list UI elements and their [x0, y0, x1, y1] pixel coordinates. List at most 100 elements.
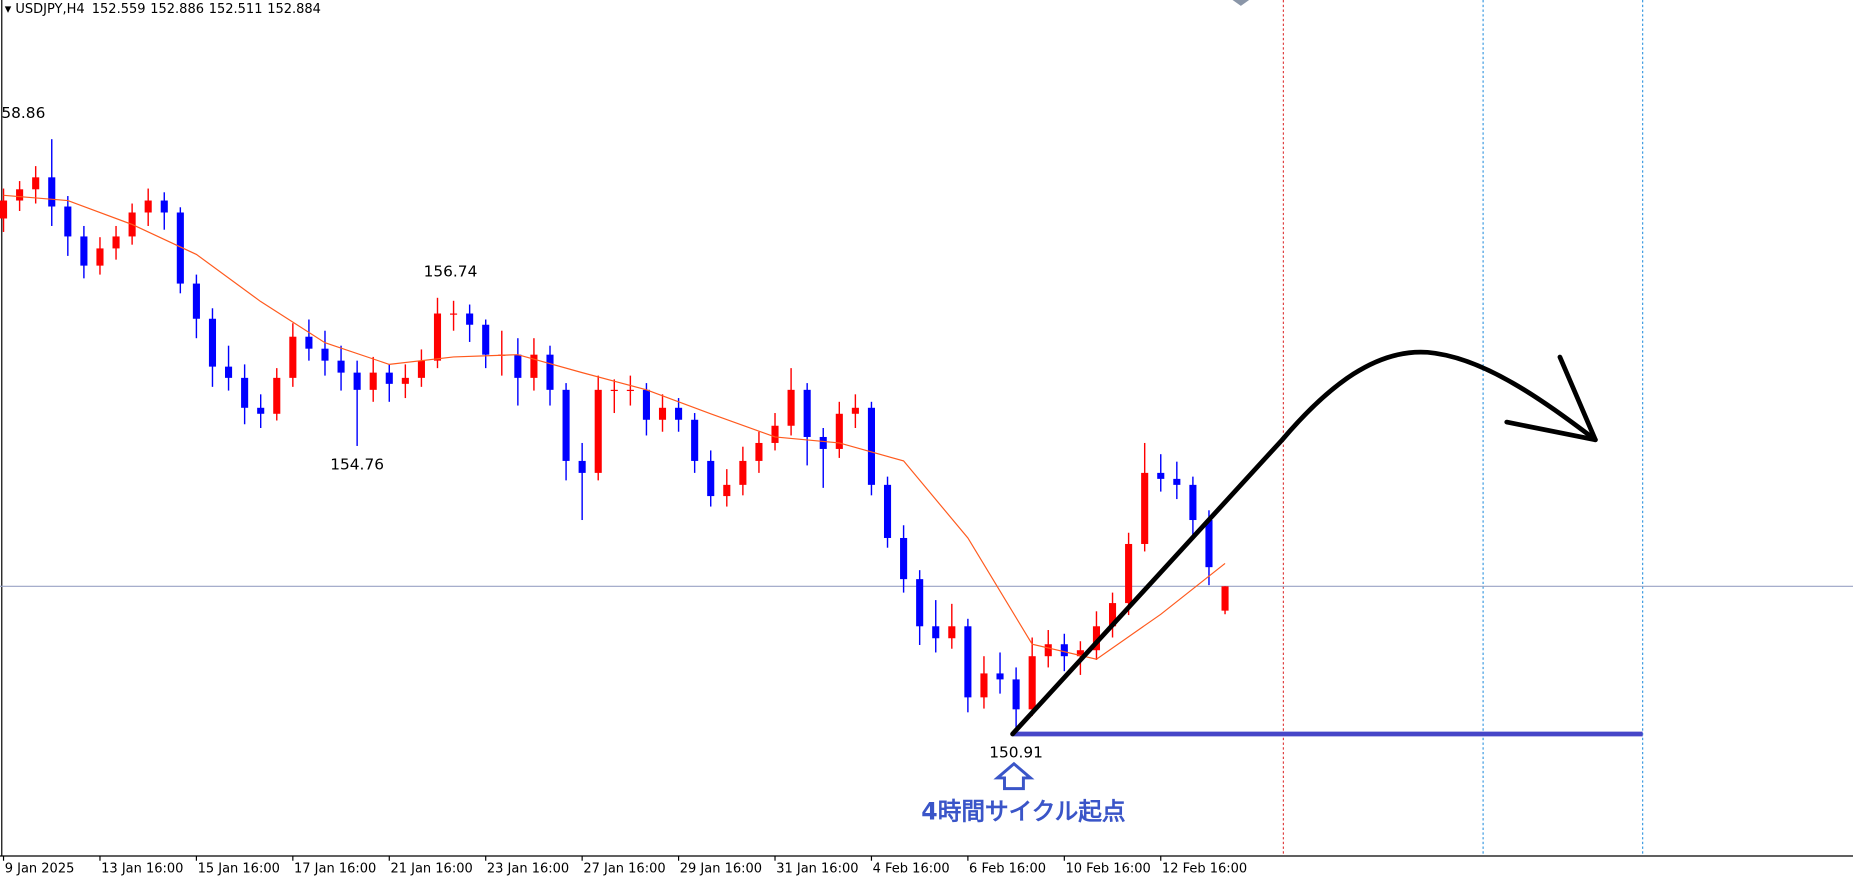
x-tick-label: 4 Feb 16:00	[873, 862, 950, 877]
candle-body	[691, 419, 699, 461]
candle-body	[401, 377, 409, 384]
candle-body	[707, 460, 715, 497]
candle-body	[1012, 679, 1020, 710]
candle-body	[610, 389, 618, 392]
candle-body	[819, 436, 827, 449]
candle-body	[353, 372, 361, 390]
candle-body	[466, 313, 474, 325]
candle-body	[16, 189, 24, 201]
x-tick-label: 15 Jan 16:00	[198, 862, 280, 877]
price-label: 150.91	[989, 744, 1043, 762]
candle-body	[257, 407, 265, 414]
header: ▾ USDJPY,H4 152.559 152.886 152.511 152.884	[5, 2, 321, 17]
candle-body	[160, 200, 168, 213]
up-arrow	[993, 761, 1035, 791]
x-tick-label: 12 Feb 16:00	[1162, 862, 1247, 877]
candle-body	[1076, 650, 1084, 657]
candle-body	[980, 673, 988, 698]
candle-body	[305, 336, 313, 349]
forecast-arrowhead	[1504, 354, 1598, 443]
high-value: 152.886	[150, 2, 204, 17]
candle-body	[787, 389, 795, 426]
candle-body	[176, 212, 184, 284]
candle-body	[1173, 478, 1181, 485]
candle-body	[385, 372, 393, 384]
candle-body	[771, 425, 779, 443]
candle-body	[144, 200, 152, 213]
candle-body	[1108, 603, 1117, 627]
candles	[0, 139, 1853, 735]
candle-body	[1044, 644, 1052, 657]
candle-body	[1092, 626, 1101, 651]
candle-body	[225, 366, 233, 378]
open-value: 152.559	[92, 2, 146, 17]
price-label: 154.76	[330, 456, 384, 474]
candle-body	[1221, 586, 1229, 611]
low-value: 152.511	[209, 2, 263, 17]
candle-body	[514, 354, 522, 378]
candle-body	[417, 360, 425, 378]
x-tick-label: 13 Jan 16:00	[101, 862, 183, 877]
candle-body	[594, 389, 602, 473]
candle-body	[964, 626, 972, 698]
candle-body	[883, 484, 892, 538]
candle-body	[48, 177, 56, 207]
candle-body	[530, 354, 538, 378]
candle-body	[112, 236, 120, 249]
candle-body	[64, 206, 72, 237]
candle-body	[0, 200, 8, 219]
candle-body	[369, 372, 377, 390]
symbol: USDJPY,H4	[15, 2, 84, 17]
candle-body	[1157, 472, 1165, 479]
candle-body	[546, 354, 554, 390]
candle-body	[1205, 520, 1213, 568]
candle-body	[932, 626, 940, 639]
marker	[1232, 0, 1250, 6]
candle-body	[755, 442, 763, 461]
candle-body	[578, 460, 586, 473]
candle-body	[803, 389, 811, 437]
x-tick-label: 29 Jan 16:00	[680, 862, 762, 877]
candle-body	[1060, 644, 1068, 657]
candle-body	[658, 407, 667, 420]
x-tick-label: 9 Jan 2025	[5, 862, 75, 877]
candle-body	[1125, 543, 1133, 604]
candle-body	[835, 413, 843, 449]
price-label: 58.86	[1, 104, 45, 122]
candle-body	[1028, 656, 1036, 710]
x-tick-label: 17 Jan 16:00	[294, 862, 376, 877]
candle-body	[96, 248, 104, 266]
x-tick-label: 21 Jan 16:00	[390, 862, 472, 877]
candle-body	[851, 407, 859, 414]
candle-body	[1141, 472, 1149, 544]
candle-body	[916, 579, 924, 627]
candle-body	[273, 377, 281, 414]
candle-body	[996, 673, 1004, 680]
candle-body	[433, 313, 442, 361]
candle-body	[208, 318, 217, 367]
candle-body	[626, 389, 634, 392]
close-value: 152.884	[267, 2, 321, 17]
candle-body	[321, 348, 329, 361]
callout: 4時間サイクル起点	[921, 797, 1126, 825]
x-tick-label: 23 Jan 16:00	[487, 862, 569, 877]
forecast-path	[1010, 349, 1598, 737]
candle-body	[241, 377, 249, 408]
candle-body	[739, 460, 747, 485]
x-tick-label: 27 Jan 16:00	[583, 862, 665, 877]
x-tick-label: 6 Feb 16:00	[969, 862, 1046, 877]
candle-body	[192, 283, 200, 319]
candle-body	[32, 177, 40, 190]
candle-body	[80, 236, 88, 266]
candle-body	[642, 389, 650, 420]
candle-body	[948, 626, 956, 639]
moving-average	[3, 194, 1226, 660]
candle-body	[450, 313, 458, 315]
candle-body	[562, 389, 570, 461]
candle-body	[867, 407, 875, 485]
x-tick-label: 10 Feb 16:00	[1066, 862, 1151, 877]
price-label: 156.74	[424, 263, 478, 281]
candle-body	[900, 537, 908, 580]
